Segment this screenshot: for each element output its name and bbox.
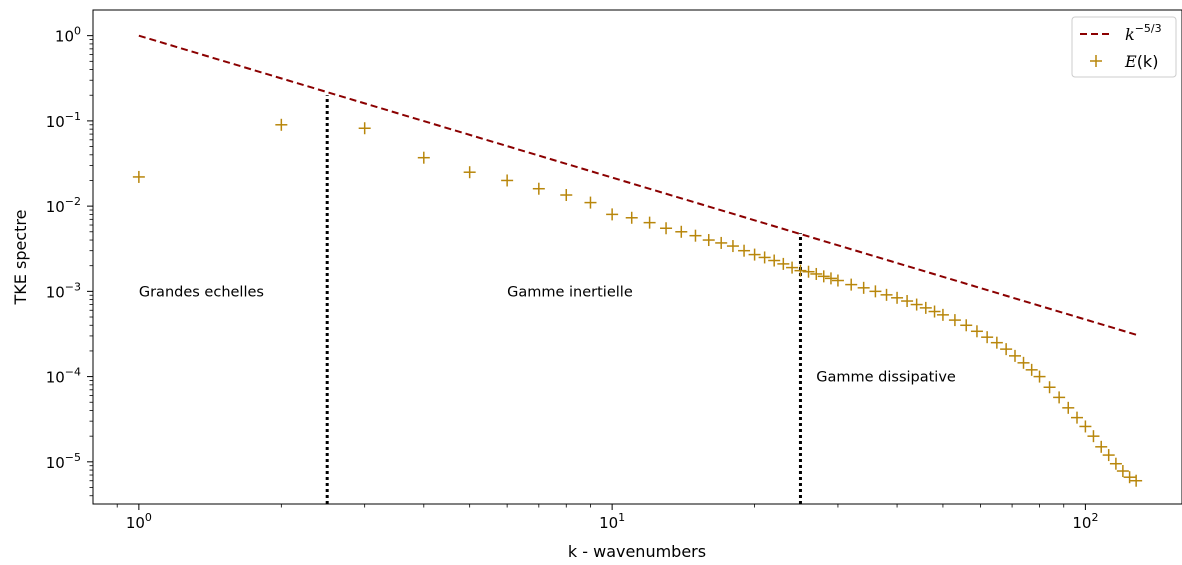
x-tick-label: 100 <box>126 511 152 532</box>
data-point <box>1053 391 1066 404</box>
data-point <box>1130 474 1143 487</box>
data-point <box>643 216 656 229</box>
data-point <box>532 182 545 195</box>
data-point <box>817 270 830 283</box>
data-point <box>794 264 807 277</box>
data-point <box>1109 457 1122 470</box>
data-point <box>1079 420 1092 433</box>
data-point <box>880 288 893 301</box>
data-point <box>786 261 799 274</box>
data-point <box>606 208 619 221</box>
data-point <box>936 308 949 321</box>
data-point <box>758 251 771 264</box>
data-point <box>417 151 430 164</box>
data-point <box>715 236 728 249</box>
data-point <box>960 319 973 332</box>
data-point <box>675 225 688 238</box>
data-point <box>1017 356 1030 369</box>
y-tick-label: 10−5 <box>46 451 81 472</box>
data-point <box>910 298 923 311</box>
data-point <box>928 305 941 318</box>
legend-swatch-spectrum <box>1090 55 1102 67</box>
x-tick-label: 101 <box>599 511 625 532</box>
data-point <box>726 240 739 253</box>
y-axis-label: TKE spectre <box>11 210 30 306</box>
data-point <box>560 189 573 202</box>
data-point <box>1095 440 1108 453</box>
y-tick-label: 10−4 <box>46 366 81 387</box>
data-point <box>275 118 288 131</box>
data-point <box>1087 430 1100 443</box>
data-point <box>1062 401 1075 414</box>
data-point <box>1009 349 1022 362</box>
data-point <box>584 196 597 209</box>
data-point <box>981 331 994 344</box>
data-point <box>810 267 823 280</box>
y-tick-label: 10−2 <box>46 195 81 216</box>
legend-box <box>1071 16 1177 78</box>
data-point <box>1116 465 1129 478</box>
data-point <box>831 274 844 287</box>
data-point <box>132 170 145 183</box>
region-dividers <box>325 95 802 504</box>
data-point <box>501 174 514 187</box>
y-tick-label: 100 <box>55 25 81 46</box>
data-point <box>891 291 904 304</box>
data-point <box>869 285 882 298</box>
data-point <box>990 336 1003 349</box>
data-point <box>802 265 815 278</box>
data-point <box>1102 449 1115 462</box>
y-axis-ticks: 100 10−1 10−2 10−3 10−4 10−5 <box>46 25 93 497</box>
data-point <box>1071 411 1084 424</box>
data-point <box>857 281 870 294</box>
data-point <box>1000 343 1013 356</box>
data-point <box>970 325 983 338</box>
data-point <box>1123 471 1136 484</box>
annotation-3: Gamme dissipative <box>816 370 956 386</box>
annotation-1: Grandes echelles <box>139 284 264 300</box>
reference-line <box>138 34 1137 336</box>
data-point <box>738 244 751 257</box>
data-point <box>919 301 932 314</box>
annotation-2: Gamme inertielle <box>507 284 633 300</box>
legend: k−5/3 E(k) <box>1071 16 1177 78</box>
data-point <box>777 257 790 270</box>
y-tick-label: 10−1 <box>46 110 81 131</box>
data-point <box>660 222 673 235</box>
y-tick-label: 10−3 <box>46 280 81 301</box>
data-point <box>768 254 781 267</box>
data-point <box>463 166 476 179</box>
legend-label-spectrum: E(k) <box>1124 52 1158 71</box>
spectrum-series <box>132 118 1143 487</box>
data-point <box>358 122 371 135</box>
data-point <box>625 211 638 224</box>
data-point <box>1033 370 1046 383</box>
data-point <box>845 278 858 291</box>
x-axis-label: k - wavenumbers <box>568 542 706 561</box>
data-point <box>948 314 961 327</box>
plot-area <box>92 9 1182 505</box>
data-point <box>1043 381 1056 394</box>
legend-label-reference-line: k−5/3 <box>1125 22 1162 44</box>
data-point <box>1025 363 1038 376</box>
x-axis-ticks: 100 101 102 <box>116 504 1098 532</box>
data-point <box>689 229 702 242</box>
x-tick-label: 102 <box>1072 511 1098 532</box>
annotations: Grandes echelles Gamme inertielle Gamme di… <box>139 284 956 385</box>
data-point <box>901 295 914 308</box>
data-point <box>824 272 837 285</box>
reference-line-series <box>138 34 1137 336</box>
data-point <box>748 248 761 261</box>
data-point <box>702 234 715 247</box>
